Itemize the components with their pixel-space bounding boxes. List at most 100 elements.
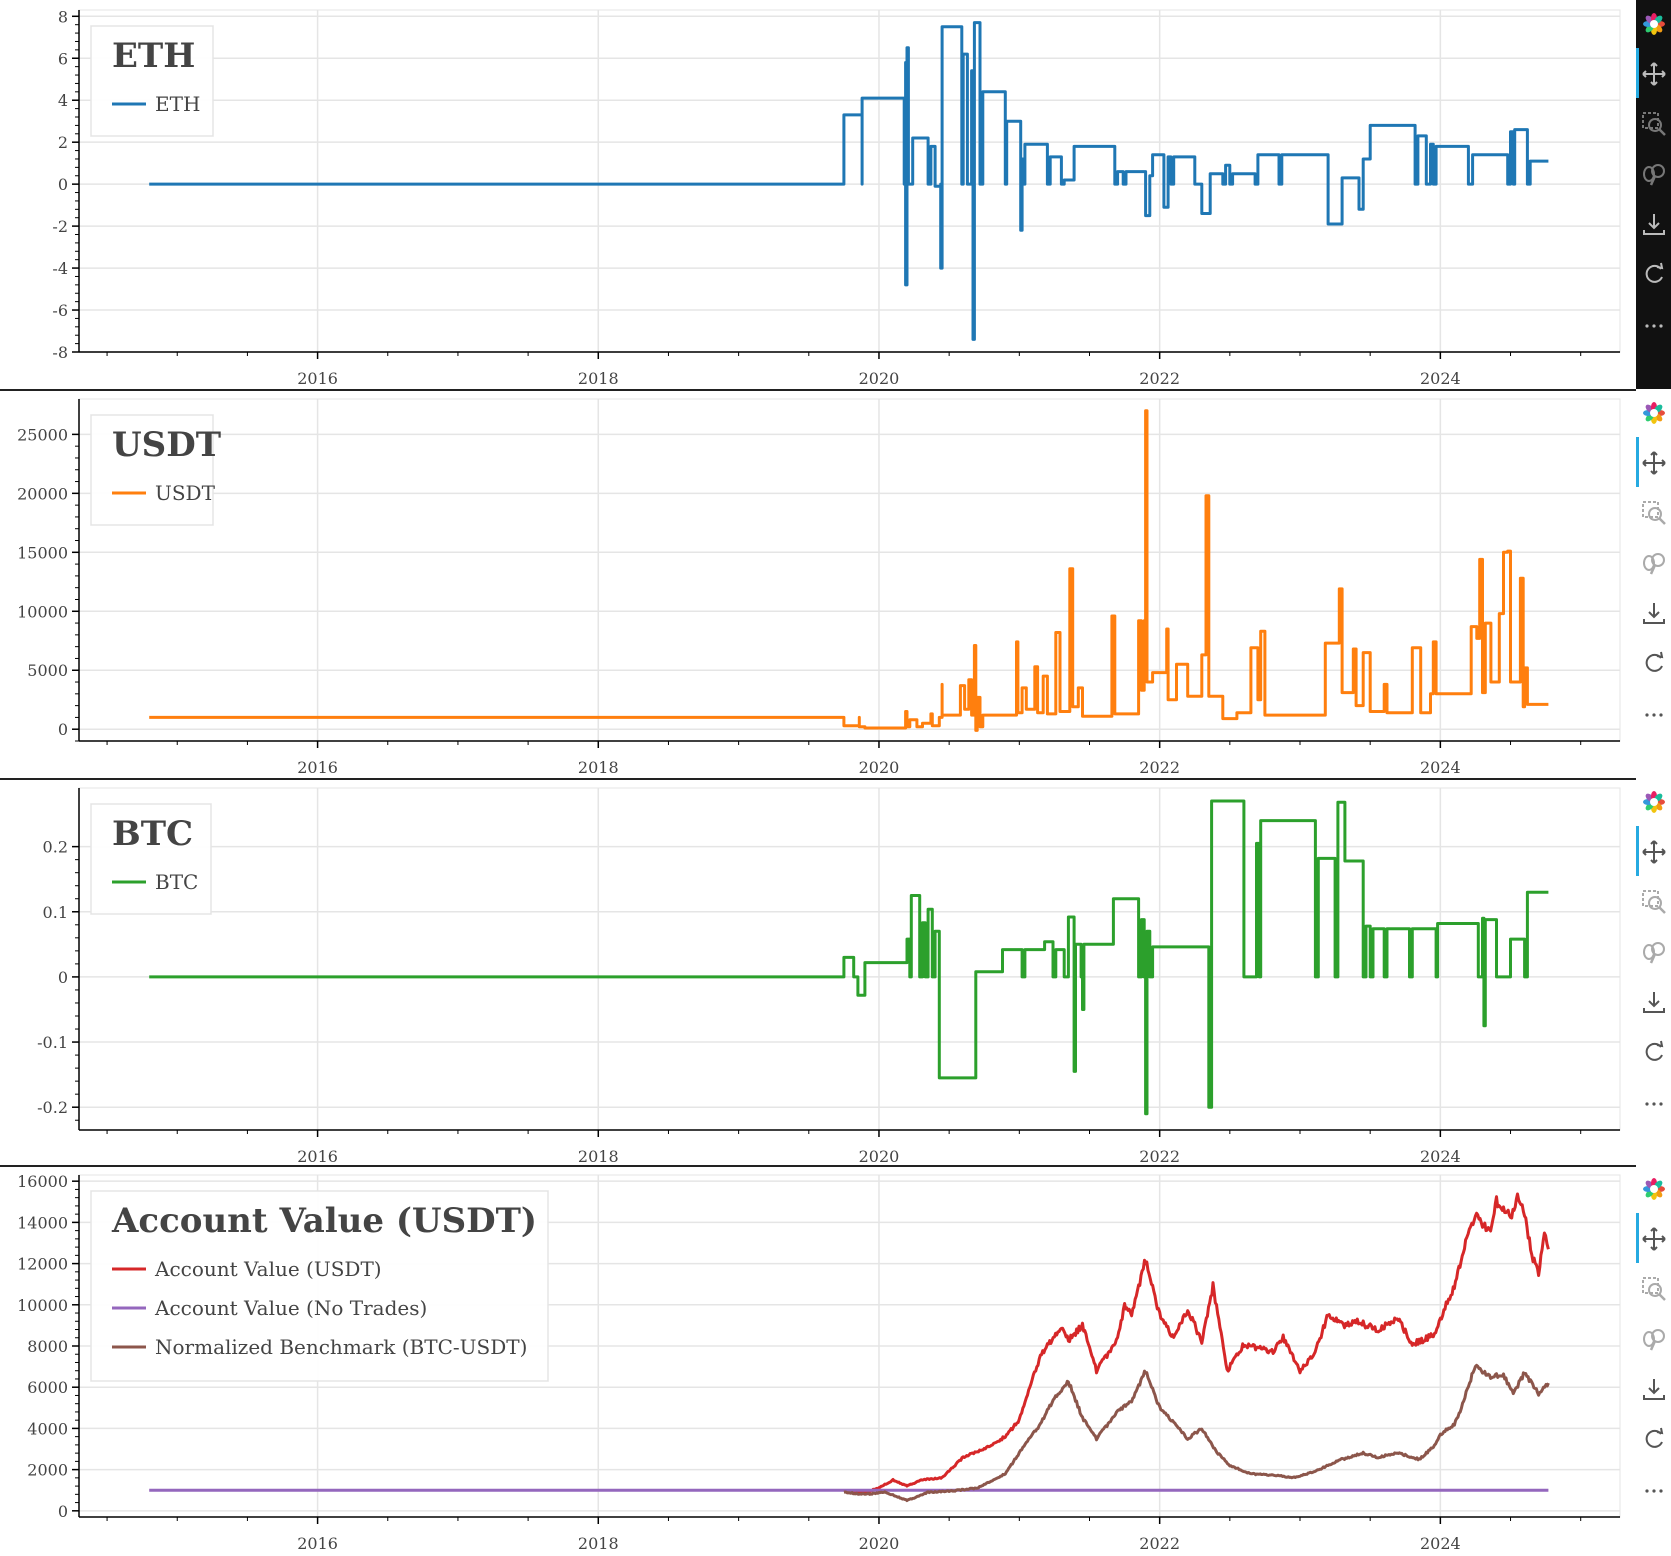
legend-box — [90, 414, 214, 526]
box-zoom-icon[interactable] — [1640, 1275, 1668, 1303]
toolbar-eth — [1636, 0, 1671, 389]
legend-entry-label[interactable]: ETH — [155, 92, 200, 116]
y-tick-label: 0 — [58, 175, 68, 194]
y-tick-label: -4 — [52, 259, 68, 278]
toolbar-usdt — [1636, 389, 1671, 778]
y-tick-label: -0.1 — [37, 1033, 68, 1052]
pan-icon[interactable] — [1640, 838, 1668, 866]
y-tick-label: 25000 — [17, 425, 68, 444]
legend-title: Account Value (USDT) — [111, 1201, 537, 1241]
y-tick-label: -2 — [52, 217, 68, 236]
box-zoom-icon[interactable] — [1640, 110, 1668, 138]
box-zoom-icon[interactable] — [1640, 888, 1668, 916]
y-tick-label: 0 — [58, 968, 68, 987]
bokeh-logo-icon — [1640, 399, 1668, 427]
axes: -0.2 -0.1 0 0.1 0.2 2016 2018 2020 2022 2024 — [37, 788, 1620, 1166]
wheel-zoom-icon[interactable] — [1640, 1325, 1668, 1353]
legend[interactable]: USDT USDT — [90, 414, 221, 526]
y-tick-label: 10000 — [17, 1296, 68, 1315]
series-line-btc — [149, 799, 1549, 1116]
pan-icon[interactable] — [1640, 60, 1668, 88]
toolbar-account — [1636, 1165, 1671, 1554]
y-tick-label: -0.2 — [37, 1098, 68, 1117]
legend[interactable]: ETH ETH — [90, 25, 214, 137]
y-tick-label: 10000 — [17, 602, 68, 621]
x-tick-label: 2018 — [578, 369, 619, 388]
bokeh-logo-icon — [1640, 788, 1668, 816]
y-tick-label: 0.2 — [43, 838, 68, 857]
more-icon[interactable] — [1640, 1090, 1668, 1118]
x-tick-label: 2022 — [1139, 1534, 1180, 1553]
legend-title: USDT — [112, 425, 221, 465]
legend-entry-label[interactable]: Account Value (No Trades) — [154, 1296, 427, 1320]
y-tick-label: -8 — [52, 343, 68, 362]
legend-entry-label[interactable]: BTC — [155, 870, 198, 894]
more-icon[interactable] — [1640, 701, 1668, 729]
pan-icon[interactable] — [1640, 449, 1668, 477]
legend[interactable]: BTC BTC — [90, 803, 212, 915]
chart-panel-account[interactable]: 0 2000 4000 6000 8000 10000 12000 14000 16000 201… — [0, 1165, 1636, 1554]
reset-icon[interactable] — [1640, 649, 1668, 677]
reset-icon[interactable] — [1640, 1038, 1668, 1066]
toolbar-btc — [1636, 778, 1671, 1167]
box-zoom-icon[interactable] — [1640, 499, 1668, 527]
x-tick-label: 2020 — [859, 1534, 900, 1553]
more-icon[interactable] — [1640, 1477, 1668, 1505]
pan-icon[interactable] — [1640, 1225, 1668, 1253]
legend[interactable]: Account Value (USDT) Account Value (USDT)… — [90, 1190, 549, 1382]
grid — [79, 399, 1620, 741]
save-icon[interactable] — [1640, 210, 1668, 238]
legend-entry-label[interactable]: USDT — [155, 481, 216, 505]
x-tick-label: 2022 — [1139, 758, 1180, 777]
legend-entry-label[interactable]: Account Value (USDT) — [154, 1257, 382, 1281]
legend-box — [90, 25, 214, 137]
y-tick-label: 6000 — [27, 1378, 68, 1397]
x-tick-label: 2024 — [1420, 1534, 1461, 1553]
legend-title: BTC — [112, 814, 193, 854]
plot-area[interactable] — [78, 398, 1621, 742]
y-tick-label: 2000 — [27, 1461, 68, 1480]
x-tick-label: 2024 — [1420, 369, 1461, 388]
x-tick-label: 2016 — [297, 1534, 338, 1553]
save-icon[interactable] — [1640, 1375, 1668, 1403]
active-tool-indicator — [1636, 826, 1639, 876]
x-tick-label: 2018 — [578, 1147, 619, 1166]
wheel-zoom-icon[interactable] — [1640, 160, 1668, 188]
x-tick-label: 2018 — [578, 758, 619, 777]
y-tick-label: 4000 — [27, 1419, 68, 1438]
x-tick-label: 2016 — [297, 1147, 338, 1166]
save-icon[interactable] — [1640, 599, 1668, 627]
series-line-normalized-benchmark-btc-usdt- — [843, 1363, 1550, 1503]
x-tick-label: 2024 — [1420, 1147, 1461, 1166]
wheel-zoom-icon[interactable] — [1640, 549, 1668, 577]
legend-entry-label[interactable]: Normalized Benchmark (BTC-USDT) — [155, 1335, 527, 1359]
panel-separator — [0, 389, 1636, 391]
y-tick-label: 8 — [58, 7, 68, 26]
chart-panel-eth[interactable]: -8 -6 -4 -2 0 2 4 6 8 2016 2018 2020 2022 2024 ETH ETH — [0, 0, 1636, 389]
legend-box — [90, 803, 212, 915]
more-icon[interactable] — [1640, 312, 1668, 340]
wheel-zoom-icon[interactable] — [1640, 938, 1668, 966]
x-tick-label: 2020 — [859, 369, 900, 388]
x-tick-label: 2020 — [859, 758, 900, 777]
legend-title: ETH — [112, 36, 195, 76]
active-tool-indicator — [1636, 437, 1639, 487]
series-line-account-value-usdt- — [843, 1192, 1550, 1494]
reset-icon[interactable] — [1640, 260, 1668, 288]
x-tick-label: 2022 — [1139, 1147, 1180, 1166]
plot-area[interactable] — [78, 9, 1621, 353]
reset-icon[interactable] — [1640, 1425, 1668, 1453]
y-tick-label: -6 — [52, 301, 68, 320]
plot-area[interactable] — [78, 787, 1621, 1131]
y-tick-label: 20000 — [17, 484, 68, 503]
x-tick-label: 2018 — [578, 1534, 619, 1553]
save-icon[interactable] — [1640, 988, 1668, 1016]
x-tick-label: 2022 — [1139, 369, 1180, 388]
y-tick-label: 0 — [58, 1502, 68, 1521]
y-tick-label: 2 — [58, 133, 68, 152]
y-tick-label: 0.1 — [43, 903, 68, 922]
y-tick-label: 14000 — [17, 1213, 68, 1232]
chart-panel-usdt[interactable]: 0 5000 10000 15000 20000 25000 2016 2018 2020 202… — [0, 389, 1636, 778]
